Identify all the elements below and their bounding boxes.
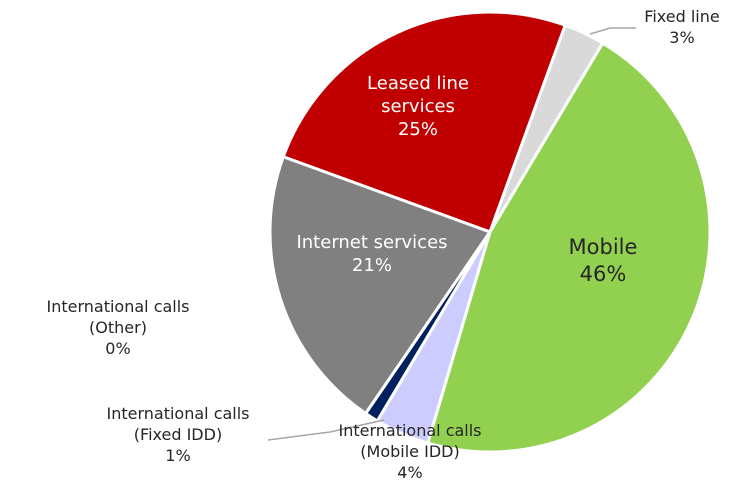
pie-slice <box>488 23 605 233</box>
slice-value: 4% <box>397 463 423 482</box>
leader-line <box>589 27 636 35</box>
pie-slice <box>426 40 712 454</box>
slice-label: Fixed line 3% <box>627 6 737 48</box>
leader-line <box>267 419 385 441</box>
slice-value: 21% <box>351 255 392 276</box>
slice-value: 1% <box>165 446 191 465</box>
slice-label: International calls (Mobile IDD) 4% <box>310 420 510 483</box>
slice-value: 0% <box>105 339 131 358</box>
slice-name: Internet services <box>296 232 448 253</box>
slice-value: 46% <box>579 262 627 286</box>
slice-name: International calls (Fixed IDD) <box>106 404 250 444</box>
slice-name: International calls (Other) <box>46 297 190 337</box>
pie-slice <box>268 154 493 416</box>
slice-name: International calls (Mobile IDD) <box>338 421 482 461</box>
slice-value: 25% <box>397 119 438 140</box>
slice-value: 3% <box>669 28 695 47</box>
slice-label: Internet services 21% <box>272 231 472 277</box>
slice-name: Fixed line <box>644 7 720 26</box>
slice-name: Mobile <box>568 235 638 259</box>
slice-name: Leased line services <box>367 73 469 117</box>
slice-label: Mobile 46% <box>543 234 663 288</box>
slice-label: International calls (Other) 0% <box>18 296 218 359</box>
slice-label: International calls (Fixed IDD) 1% <box>93 403 263 466</box>
slice-label: Leased line services 25% <box>353 72 483 141</box>
pie-slice <box>281 10 568 234</box>
